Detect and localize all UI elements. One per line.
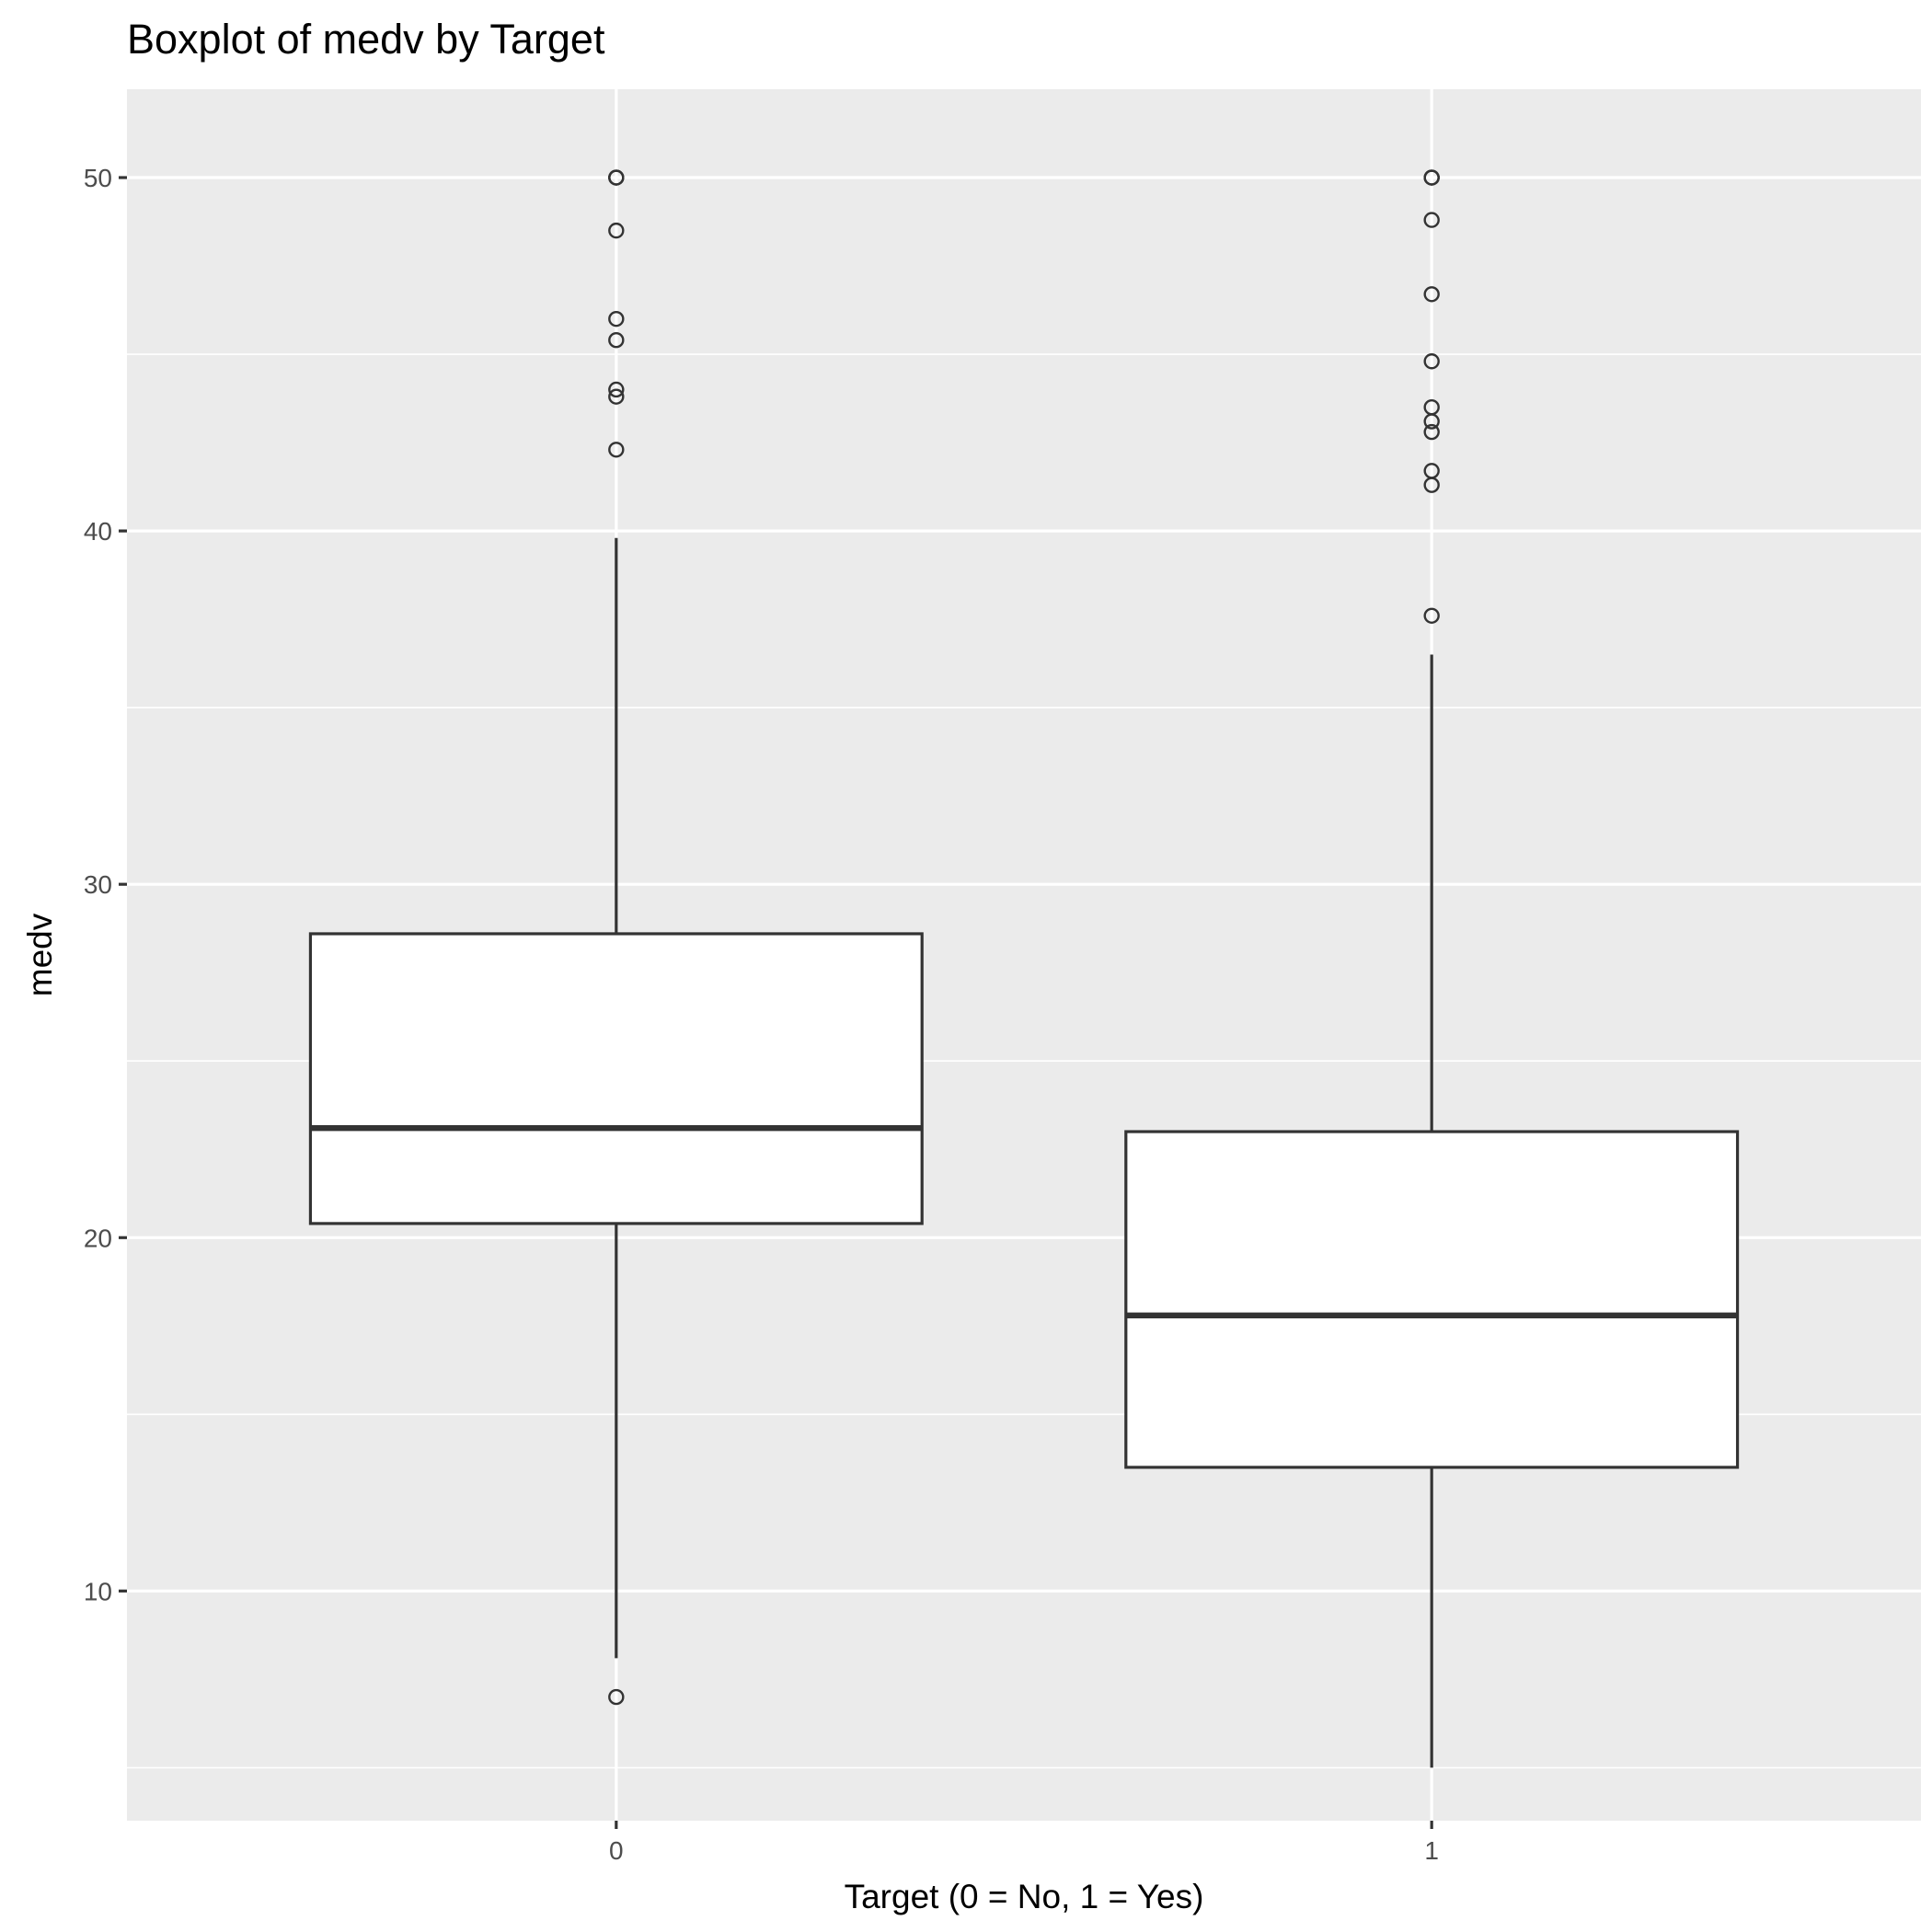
outlier-point [608,1688,625,1706]
outlier-point [1423,353,1440,370]
box-iqr [1124,1130,1740,1469]
outlier-point [608,222,625,239]
box-group [308,169,924,1706]
y-axis: 10 20 30 40 50 [84,164,127,1605]
outlier-point [608,331,625,349]
outlier-point [1423,423,1440,441]
outlier-point [608,442,625,458]
outlier-point [1423,477,1440,493]
outlier-point [608,388,625,405]
outlier-point [1423,212,1440,228]
x-tick-label: 1 [1424,1836,1439,1865]
outlier-point [608,310,625,328]
x-tick-label: 0 [609,1836,624,1865]
x-axis-title: Target (0 = No, 1 = Yes) [845,1878,1204,1915]
y-tick-label: 30 [84,870,112,899]
y-tick-label: 20 [84,1224,112,1252]
box-iqr [308,932,924,1225]
outlier-point [1423,169,1440,186]
box-group [1124,169,1740,1768]
y-tick-label: 40 [84,517,112,546]
y-axis-title: medv [21,913,59,996]
chart-title: Boxplot of medv by Target [127,16,605,63]
outlier-point [608,381,625,398]
y-tick-label: 10 [84,1577,112,1605]
outlier-point [1423,286,1440,303]
boxes-layer [308,169,1740,1768]
outlier-point [608,169,625,186]
y-tick-label: 50 [84,164,112,192]
outlier-point [1423,607,1440,624]
outlier-point [1423,413,1440,430]
